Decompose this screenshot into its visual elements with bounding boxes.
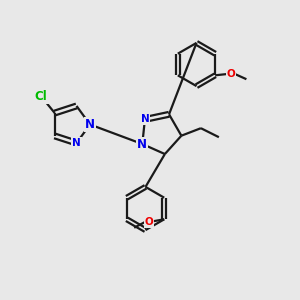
Text: N: N (72, 138, 81, 148)
Text: N: N (137, 137, 147, 151)
Text: O: O (145, 217, 154, 227)
Text: N: N (85, 118, 95, 131)
Text: Cl: Cl (35, 90, 48, 103)
Text: N: N (140, 114, 149, 124)
Text: O: O (226, 69, 235, 79)
